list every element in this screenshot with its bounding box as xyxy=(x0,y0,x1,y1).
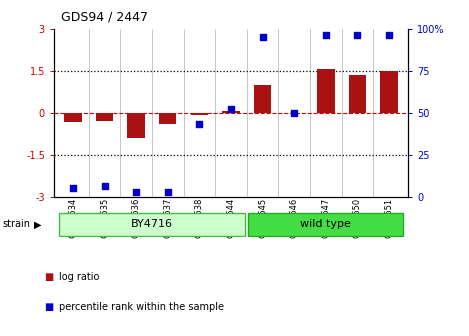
Text: GDS94 / 2447: GDS94 / 2447 xyxy=(61,10,148,23)
Text: percentile rank within the sample: percentile rank within the sample xyxy=(59,302,224,312)
Point xyxy=(227,107,234,112)
Bar xyxy=(128,113,145,138)
Bar xyxy=(317,69,334,113)
Point xyxy=(290,110,298,115)
Point xyxy=(196,122,203,127)
Bar xyxy=(254,85,271,113)
Bar xyxy=(380,71,398,113)
Point xyxy=(132,189,140,194)
Bar xyxy=(64,113,82,122)
FancyBboxPatch shape xyxy=(249,213,403,236)
Text: log ratio: log ratio xyxy=(59,272,99,282)
Point xyxy=(69,185,76,191)
Point xyxy=(101,184,108,189)
Point xyxy=(322,33,330,38)
Bar xyxy=(191,113,208,115)
Point xyxy=(164,189,172,194)
Text: ▶: ▶ xyxy=(34,219,41,229)
Point xyxy=(386,33,393,38)
FancyBboxPatch shape xyxy=(59,213,245,236)
Text: wild type: wild type xyxy=(300,219,351,229)
Text: ■: ■ xyxy=(45,302,54,312)
Bar xyxy=(222,111,240,113)
Text: strain: strain xyxy=(2,219,30,229)
Point xyxy=(259,34,266,40)
Text: BY4716: BY4716 xyxy=(131,219,173,229)
Bar xyxy=(96,113,113,121)
Bar xyxy=(349,75,366,113)
Text: ■: ■ xyxy=(45,272,54,282)
Bar xyxy=(159,113,176,124)
Point xyxy=(354,33,361,38)
